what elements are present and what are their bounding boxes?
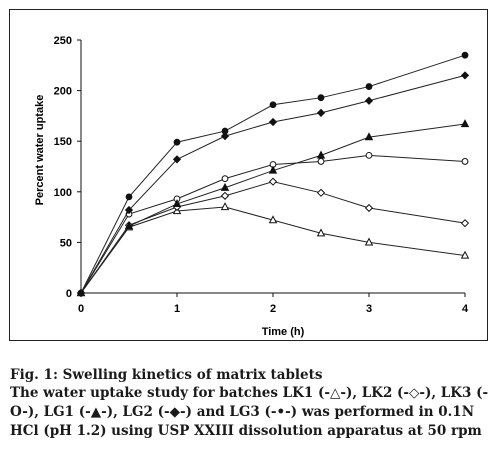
data-point xyxy=(221,127,229,135)
data-point xyxy=(317,94,325,102)
data-point xyxy=(220,132,230,141)
data-point xyxy=(220,182,230,191)
data-point xyxy=(316,108,326,117)
data-point xyxy=(77,289,85,297)
data-point xyxy=(365,151,373,159)
x-tick-label: 1 xyxy=(174,303,180,315)
data-point xyxy=(364,203,374,213)
data-point xyxy=(316,150,326,159)
series-layer xyxy=(76,51,470,298)
series-lg3 xyxy=(77,51,469,297)
data-point xyxy=(364,96,374,105)
swelling-kinetics-chart: 0 50 100 150 200 250 0 1 2 3 4 Percent water uptak… xyxy=(34,35,470,338)
data-point xyxy=(268,177,278,186)
y-tick-label: 200 xyxy=(54,86,72,98)
x-tick-label: 2 xyxy=(270,303,276,315)
data-point xyxy=(269,101,277,109)
data-point xyxy=(124,205,134,215)
data-point xyxy=(461,158,469,165)
series-line xyxy=(80,123,466,294)
data-point xyxy=(460,71,470,80)
y-tick-label: 250 xyxy=(54,35,72,47)
data-point xyxy=(268,215,278,224)
data-point xyxy=(365,83,373,90)
data-point xyxy=(268,117,278,127)
y-tick-label: 50 xyxy=(60,237,72,249)
data-point xyxy=(172,155,182,164)
x-tick-label: 4 xyxy=(462,303,469,315)
chart-frame: 0 50 100 150 200 250 0 1 2 3 4 Percent water uptak… xyxy=(9,9,488,341)
figure-description: The water uptake study for batches LK1 (… xyxy=(10,385,489,439)
x-tick-label: 3 xyxy=(366,303,372,315)
axes: 0 50 100 150 200 250 0 1 2 3 4 xyxy=(54,35,469,315)
data-point xyxy=(220,191,230,200)
y-tick-label: 0 xyxy=(66,288,72,300)
y-axis-label: Percent water uptake xyxy=(34,95,46,206)
data-point xyxy=(316,188,326,197)
series-line xyxy=(80,154,466,294)
data-point xyxy=(461,51,469,59)
series-line xyxy=(80,74,466,294)
figure-caption: Fig. 1: Swelling kinetics of matrix tabl… xyxy=(10,366,492,441)
y-tick-label: 100 xyxy=(54,187,72,199)
series-lk1 xyxy=(76,202,470,297)
y-tick-label: 150 xyxy=(54,136,72,148)
data-point xyxy=(268,165,278,174)
data-point xyxy=(460,250,470,259)
series-lg1 xyxy=(76,119,470,297)
data-point xyxy=(460,119,470,128)
data-point xyxy=(124,221,134,230)
data-point xyxy=(317,158,325,165)
data-point xyxy=(125,193,133,201)
data-point xyxy=(460,219,470,228)
data-point xyxy=(364,132,374,141)
series-line xyxy=(80,54,466,294)
figure-title: Fig. 1: Swelling kinetics of matrix tabl… xyxy=(10,367,323,383)
data-point xyxy=(364,237,374,246)
data-point xyxy=(316,228,326,237)
x-tick-label: 0 xyxy=(78,303,84,315)
data-point xyxy=(220,202,230,211)
series-line xyxy=(80,206,466,294)
data-point xyxy=(221,175,229,183)
series-line xyxy=(80,181,466,294)
data-point xyxy=(173,138,181,146)
x-axis-label: Time (h) xyxy=(262,326,305,338)
series-lk2 xyxy=(76,177,470,298)
data-point xyxy=(172,199,182,208)
series-lg2 xyxy=(76,71,470,298)
